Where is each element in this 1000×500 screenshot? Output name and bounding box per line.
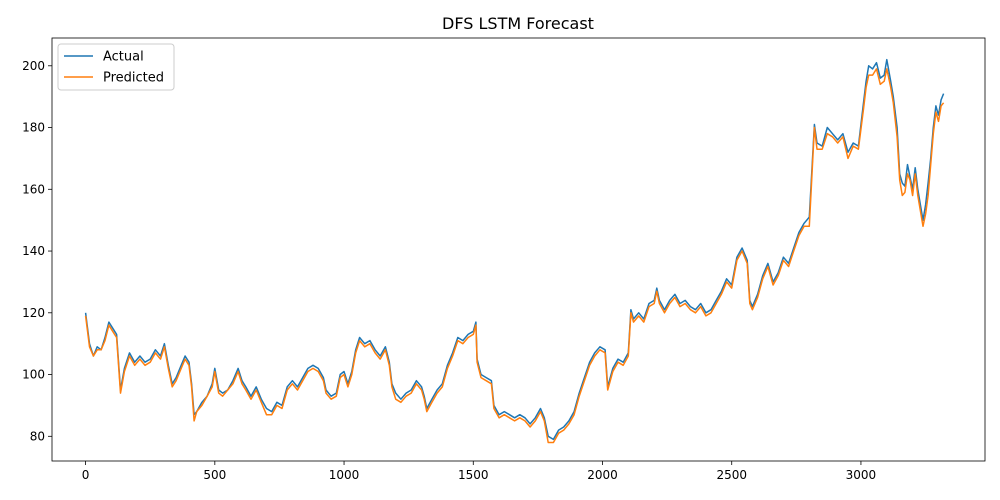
x-tick-label: 0	[82, 468, 90, 482]
legend-label-actual: Actual	[103, 50, 144, 65]
x-tick-label: 1000	[329, 468, 360, 482]
y-tick-label: 120	[22, 306, 45, 320]
y-axis: 80 100 120 140 160 180 200	[22, 59, 52, 443]
y-tick-label: 100	[22, 368, 45, 382]
x-tick-label: 2500	[716, 468, 747, 482]
chart-title: DFS LSTM Forecast	[442, 14, 594, 33]
y-tick-label: 160	[22, 182, 45, 196]
plot-area	[51, 37, 986, 462]
legend-label-predicted: Predicted	[103, 71, 164, 86]
x-tick-label: 1500	[458, 468, 489, 482]
y-tick-label: 180	[22, 121, 45, 135]
legend: Actual Predicted	[57, 43, 175, 91]
y-tick-label: 200	[22, 59, 45, 73]
plot-frame	[51, 37, 986, 462]
y-tick-label: 140	[22, 244, 45, 258]
y-tick-label: 80	[30, 429, 45, 443]
series-line-actual	[84, 58, 945, 441]
series-line-predicted	[84, 68, 945, 444]
series-layer	[84, 58, 945, 444]
x-tick-label: 500	[203, 468, 226, 482]
x-tick-label: 3000	[846, 468, 877, 482]
x-tick-label: 2000	[587, 468, 618, 482]
x-axis: 0 500 1000 1500 2000 2500 3000	[82, 461, 876, 482]
